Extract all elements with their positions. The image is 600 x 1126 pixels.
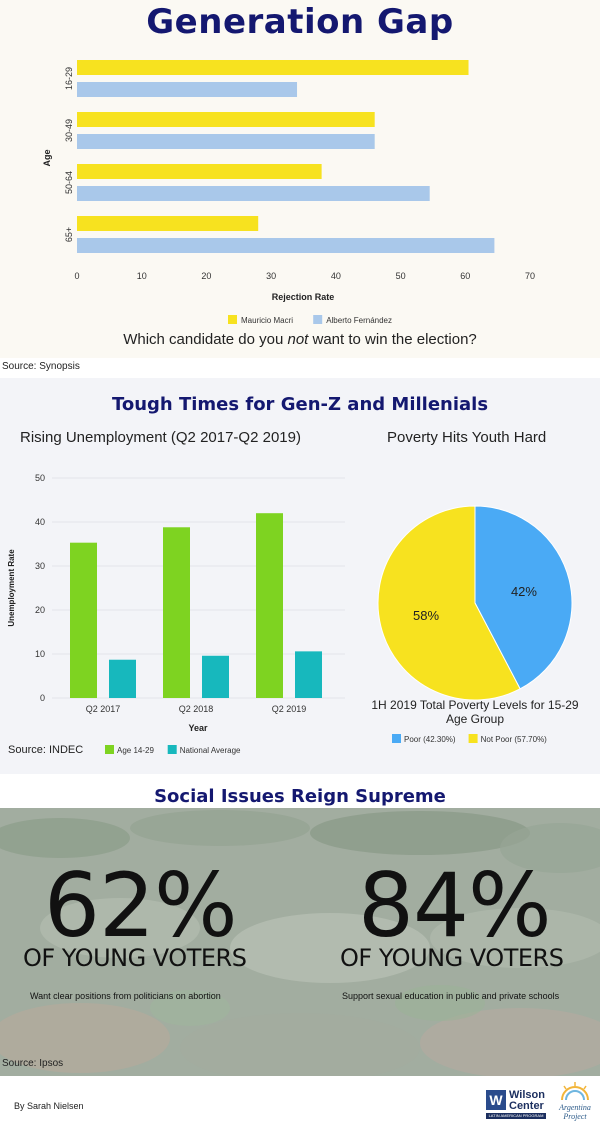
source-synopsis: Source: Synopsis — [2, 361, 80, 372]
stat1-value: 62% — [44, 854, 238, 957]
section3-title: Social Issues Reign Supreme — [154, 786, 446, 807]
x-tick-label: 50 — [396, 271, 406, 281]
x-axis-label: Rejection Rate — [272, 292, 335, 302]
x-tick-label: 10 — [137, 271, 147, 281]
unemployment-chart: 0 10 20 30 40 50 Q2 2017 Q2 2018 Q2 2019 Year Unem… — [7, 473, 345, 755]
legend-label-0: Age 14-29 — [117, 746, 154, 755]
legend-label-0: Poor (42.30%) — [404, 735, 456, 744]
age-tick-label: 16-29 — [64, 67, 74, 90]
bar-65+-1 — [77, 238, 495, 253]
legend-label-0: Mauricio Macri — [241, 316, 293, 325]
y-tick-label: 0 — [40, 693, 45, 703]
stat1-description: Want clear positions from politicians on… — [30, 991, 221, 1001]
survey-question: Which candidate do you not want to win t… — [0, 331, 600, 348]
x-tick-label: 40 — [331, 271, 341, 281]
wilson-w-icon: W — [486, 1090, 506, 1110]
stat2-description: Support sexual education in public and p… — [342, 991, 560, 1001]
y-tick-label: 40 — [35, 517, 45, 527]
logo2-line1: Argentina — [559, 1103, 591, 1112]
byline: By Sarah Nielsen — [14, 1101, 84, 1111]
y-axis-label: Age — [42, 149, 52, 166]
pie-slice-0 — [474, 505, 573, 690]
x-tick-label: 30 — [266, 271, 276, 281]
footer: By Sarah Nielsen W Wilson Center LATIN A… — [0, 1076, 600, 1126]
x-tick-label: 60 — [460, 271, 470, 281]
y-tick-label: 50 — [35, 473, 45, 483]
tough-times-section: Tough Times for Gen-Z and Millenials Ris… — [0, 378, 600, 774]
x-tick-label: 20 — [201, 271, 211, 281]
crowd-background-image — [0, 808, 600, 1076]
argentina-project-logo: Argentina Project — [552, 1080, 598, 1124]
age-tick-label: 30-49 — [64, 119, 74, 142]
legend-swatch-1 — [468, 734, 478, 743]
age-tick-label: 65+ — [64, 227, 74, 242]
bar-65+-0 — [77, 216, 259, 231]
bar-50-64-0 — [77, 164, 322, 179]
page-title: Generation Gap — [146, 2, 454, 42]
logo2-line2: Project — [563, 1112, 587, 1121]
stat1-label: OF YOUNG VOTERS — [23, 944, 247, 972]
x-axis-label: Year — [188, 723, 208, 733]
bar-30-49-0 — [77, 112, 375, 127]
unemployment-chart-title: Rising Unemployment (Q2 2017-Q2 2019) — [20, 429, 301, 446]
bar-Q2 2018-0 — [163, 527, 190, 698]
stat2-value: 84% — [358, 854, 552, 957]
bar-16-29-1 — [77, 82, 298, 97]
pie-data-label-0: 42% — [511, 584, 537, 599]
pie-subtitle-line2: Age Group — [446, 712, 504, 726]
y-tick-label: 30 — [35, 561, 45, 571]
logo1-line1: Wilson — [509, 1089, 545, 1101]
legend-swatch-0 — [228, 315, 237, 324]
bar-16-29-0 — [77, 60, 469, 75]
bar-Q2 2017-1 — [109, 659, 136, 698]
legend-swatch-1 — [313, 315, 323, 324]
question-post: want to win the election? — [308, 331, 477, 348]
poverty-chart-title: Poverty Hits Youth Hard — [387, 429, 547, 446]
x-tick-label: 70 — [525, 271, 535, 281]
rejection-rate-chart: 16-29 30-49 50-64 65+ 0 10 20 30 40 50 60 70 Rejecti… — [42, 60, 535, 325]
bar-Q2 2018-1 — [202, 655, 229, 698]
pie-slice-1 — [377, 505, 521, 701]
sun-icon — [561, 1082, 589, 1101]
logo1-sub: LATIN AMERICAN PROGRAM — [486, 1113, 546, 1119]
pie-data-label-1: 58% — [413, 608, 439, 623]
pie-subtitle-line1: 1H 2019 Total Poverty Levels for 15-29 — [371, 698, 579, 712]
bar-30-49-1 — [77, 134, 375, 149]
source-ipsos: Source: Ipsos — [2, 1058, 64, 1069]
legend-label-1: Not Poor (57.70%) — [481, 735, 548, 744]
x-tick-label: 0 — [74, 271, 79, 281]
x-tick-label: Q2 2019 — [272, 704, 307, 714]
x-tick-label: Q2 2018 — [179, 704, 214, 714]
question-pre: Which candidate do you — [123, 331, 288, 348]
legend-swatch-0 — [392, 734, 401, 743]
social-issues-section: 62% OF YOUNG VOTERS Want clear positions… — [0, 808, 600, 1076]
bar-50-64-1 — [77, 186, 430, 201]
stat2-label: OF YOUNG VOTERS — [340, 944, 564, 972]
y-axis-label: Unemployment Rate — [7, 549, 16, 627]
generation-gap-section: Generation Gap 16-29 30-49 50-64 65+ 0 10 20 30… — [0, 0, 600, 358]
bar-Q2 2017-0 — [70, 542, 97, 698]
bar-Q2 2019-1 — [295, 651, 322, 698]
legend-label-1: National Average — [180, 746, 241, 755]
x-tick-label: Q2 2017 — [86, 704, 121, 714]
y-tick-label: 10 — [35, 649, 45, 659]
poverty-pie-chart: 42% 58% 1H 2019 Total Poverty Levels for 1… — [371, 505, 579, 744]
age-tick-label: 50-64 — [64, 171, 74, 194]
question-emphasis: not — [287, 331, 309, 348]
legend-swatch-1 — [167, 745, 177, 754]
legend-label-1: Alberto Fernández — [326, 316, 392, 325]
source-indec: Source: INDEC — [8, 744, 84, 756]
logo1-line2: Center — [509, 1100, 544, 1112]
y-tick-label: 20 — [35, 605, 45, 615]
wilson-center-logo: W Wilson Center LATIN AMERICAN PROGRAM — [486, 1082, 546, 1122]
section2-title: Tough Times for Gen-Z and Millenials — [111, 394, 489, 415]
bar-Q2 2019-0 — [256, 513, 283, 698]
legend-swatch-0 — [105, 745, 114, 754]
